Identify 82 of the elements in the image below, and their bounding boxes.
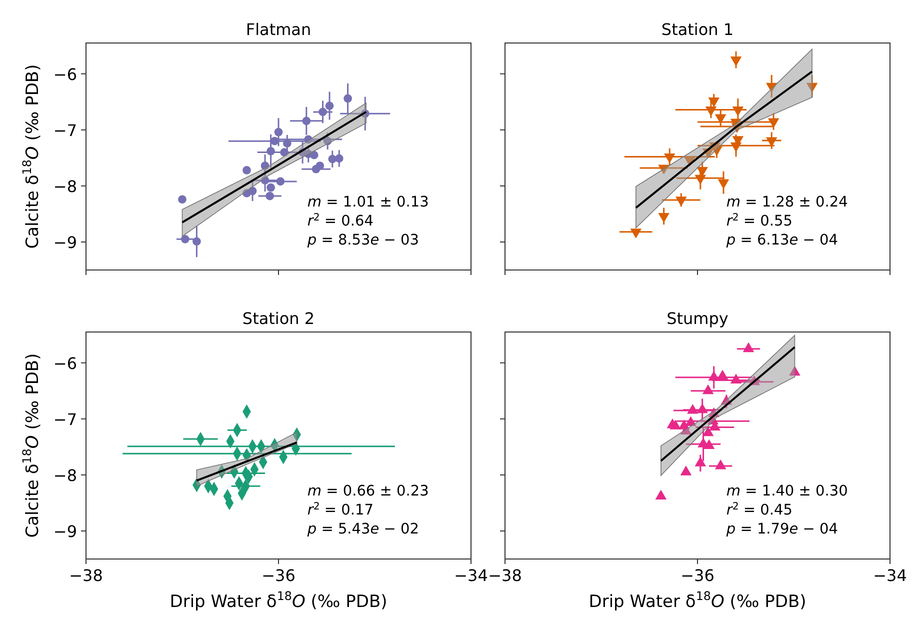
point — [276, 177, 285, 186]
point — [664, 154, 676, 164]
point — [768, 118, 780, 128]
point — [655, 490, 667, 500]
point — [732, 106, 744, 116]
annotation: r$^{2}$ = 0.64 — [307, 212, 374, 230]
point — [676, 196, 687, 206]
y-tick-label: −8 — [53, 466, 77, 485]
point — [685, 416, 696, 426]
annotation: r$^{2}$ = 0.45 — [726, 500, 792, 518]
annotation: p = 5.43e − 02 — [306, 521, 419, 538]
point — [266, 192, 274, 200]
point — [302, 116, 311, 126]
point — [702, 384, 714, 394]
x-tick-label: −34 — [873, 566, 907, 585]
annotation: m = 0.66 ± 0.23 — [307, 483, 429, 500]
x-axis-title: Drip Water δ$^{18}$O (‰ PDB) — [588, 589, 806, 612]
point — [192, 237, 201, 246]
point — [316, 162, 324, 170]
annotation: p = 1.79e − 04 — [725, 521, 838, 538]
point — [242, 166, 251, 174]
y-tick-label: −8 — [53, 176, 77, 196]
point — [680, 466, 692, 476]
point — [806, 82, 818, 93]
point — [658, 164, 670, 174]
point — [694, 456, 706, 466]
point — [670, 420, 681, 430]
point — [708, 97, 720, 108]
annotation: p = 6.13e − 04 — [725, 232, 838, 248]
annotation: m = 1.28 ± 0.24 — [726, 194, 848, 210]
point — [716, 370, 728, 380]
y-tick-label: −7 — [53, 120, 77, 140]
point — [714, 459, 726, 470]
point — [694, 174, 706, 185]
point — [318, 108, 327, 116]
x-tick-label: −34 — [454, 566, 488, 585]
y-tick-label: −6 — [53, 64, 77, 84]
y-tick-label: −9 — [53, 232, 77, 252]
annotation: r$^{2}$ = 0.17 — [307, 500, 374, 518]
point — [310, 150, 318, 160]
point — [714, 114, 726, 124]
x-tick-label: −36 — [680, 566, 714, 585]
point — [325, 102, 334, 110]
point — [766, 82, 778, 93]
point — [280, 148, 288, 156]
point — [687, 404, 698, 414]
point — [705, 106, 717, 116]
point — [282, 139, 292, 148]
point — [304, 135, 313, 144]
point — [180, 234, 190, 244]
point — [703, 439, 715, 450]
point — [658, 212, 670, 223]
chart-title: Flatman — [246, 20, 312, 39]
point — [323, 136, 332, 146]
y-tick-label: −9 — [53, 522, 77, 541]
point — [344, 94, 352, 103]
annotation: p = 8.53e − 03 — [306, 232, 419, 248]
point — [274, 128, 283, 136]
point — [789, 366, 800, 376]
point — [248, 186, 257, 196]
x-tick-label: −36 — [262, 566, 296, 585]
point — [630, 228, 642, 238]
point — [266, 183, 275, 192]
point — [260, 162, 270, 170]
point — [711, 146, 722, 156]
annotation: r$^{2}$ = 0.55 — [726, 212, 792, 230]
y-tick-label: −6 — [53, 354, 77, 373]
chart-title: Stumpy — [666, 309, 728, 328]
chart-title: Station 2 — [242, 309, 315, 328]
annotation: m = 1.01 ± 0.13 — [307, 194, 429, 210]
point — [730, 142, 742, 152]
point — [730, 56, 742, 66]
x-tick-label: −38 — [488, 566, 522, 585]
point — [334, 154, 344, 163]
chart-title: Station 1 — [661, 20, 734, 39]
x-tick-label: −38 — [69, 566, 103, 585]
annotation: m = 1.40 ± 0.30 — [726, 483, 848, 500]
point — [742, 342, 754, 352]
x-axis-title: Drip Water δ$^{18}$O (‰ PDB) — [170, 589, 388, 612]
point — [178, 195, 186, 204]
y-tick-label: −7 — [53, 410, 77, 429]
point — [718, 179, 730, 190]
